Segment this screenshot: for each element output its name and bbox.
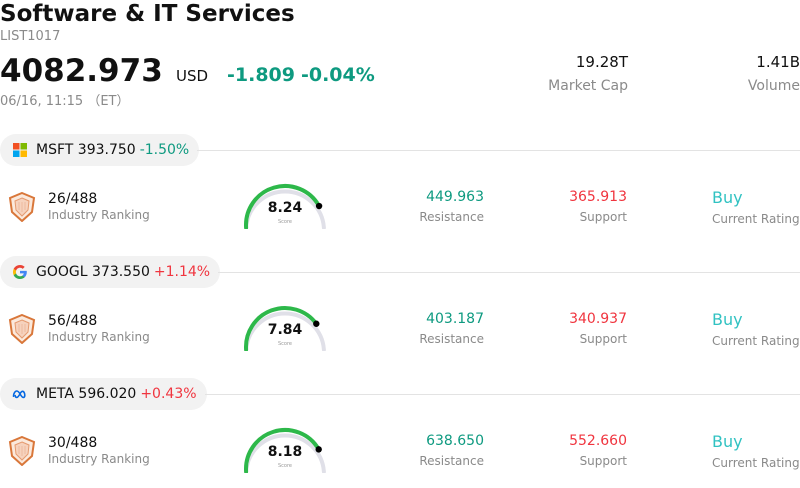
- stock-change-percent: +0.43%: [140, 386, 197, 402]
- score-label: Score: [277, 341, 292, 347]
- stock-price: 373.550: [92, 264, 150, 280]
- gauge-track: [244, 433, 326, 474]
- ticker: META: [36, 386, 74, 402]
- score-gauge: [240, 181, 330, 230]
- support-label: Support: [579, 454, 627, 468]
- support-label: Support: [579, 210, 627, 224]
- industry-rank-label: Industry Ranking: [48, 208, 150, 222]
- score-value: 7.84: [267, 322, 303, 338]
- gauge-track: [244, 189, 326, 230]
- currency-label: USD: [176, 67, 209, 85]
- resistance-value: 403.187: [426, 311, 484, 327]
- industry-rank: 30/488: [48, 435, 98, 451]
- gauge-fill: [244, 428, 321, 474]
- gauge-marker: [315, 446, 322, 453]
- microsoft-logo-icon: [12, 142, 28, 158]
- current-rating-label: Current Rating: [712, 456, 800, 470]
- row-divider: [197, 150, 800, 151]
- gauge-fill: [244, 306, 319, 352]
- stock-chip-meta[interactable]: META 596.020 +0.43%: [0, 378, 207, 410]
- resistance-label: Resistance: [419, 454, 484, 468]
- gauge-marker: [315, 202, 323, 210]
- support-value: 552.660: [569, 433, 627, 449]
- support-label: Support: [579, 332, 627, 346]
- score-value: 8.18: [267, 444, 303, 460]
- industry-rank: 56/488: [48, 313, 98, 329]
- current-rating[interactable]: Buy: [712, 432, 743, 451]
- industry-rank-label: Industry Ranking: [48, 330, 150, 344]
- change-value: -1.809: [227, 64, 295, 86]
- google-logo-icon: [12, 264, 28, 280]
- market-cap-value: 19.28T: [575, 53, 628, 71]
- ranking-badge-icon: [8, 191, 36, 223]
- score-value: 8.24: [267, 200, 303, 216]
- change-percent: -0.04%: [300, 64, 375, 86]
- index-code: LIST1017: [0, 29, 61, 44]
- resistance-value: 638.650: [426, 433, 484, 449]
- gauge-fill: [244, 184, 322, 230]
- gauge-marker: [313, 320, 320, 327]
- market-cap-label: Market Cap: [548, 78, 628, 94]
- support-value: 340.937: [569, 311, 627, 327]
- support-value: 365.913: [569, 189, 627, 205]
- volume-value: 1.41B: [756, 53, 800, 71]
- timestamp: 06/16, 11:15 （ET）: [0, 94, 130, 109]
- ticker: GOOGL: [36, 264, 88, 280]
- stock-change-percent: -1.50%: [139, 142, 190, 158]
- industry-rank: 26/488: [48, 191, 98, 207]
- score-label: Score: [277, 463, 292, 469]
- resistance-value: 449.963: [426, 189, 484, 205]
- current-rating-label: Current Rating: [712, 334, 800, 348]
- row-divider: [218, 272, 800, 273]
- meta-logo-icon: [12, 386, 28, 402]
- gauge-track: [244, 311, 326, 352]
- ticker: MSFT: [36, 142, 74, 158]
- index-price: 4082.973: [0, 53, 163, 89]
- ranking-badge-icon: [8, 313, 36, 345]
- score-gauge: [240, 425, 330, 474]
- stock-chip-msft[interactable]: MSFT 393.750 -1.50%: [0, 134, 200, 166]
- current-rating[interactable]: Buy: [712, 310, 743, 329]
- stock-price: 596.020: [78, 386, 137, 402]
- index-change: -1.809 -0.04%: [227, 64, 381, 86]
- industry-rank-label: Industry Ranking: [48, 452, 150, 466]
- score-label: Score: [277, 219, 292, 225]
- row-divider: [205, 394, 800, 395]
- ranking-badge-icon: [8, 435, 36, 467]
- stock-chip-googl[interactable]: GOOGL 373.550 +1.14%: [0, 256, 221, 288]
- resistance-label: Resistance: [419, 332, 484, 346]
- score-gauge: [240, 303, 330, 352]
- stock-change-percent: +1.14%: [153, 264, 211, 280]
- current-rating[interactable]: Buy: [712, 188, 743, 207]
- resistance-label: Resistance: [419, 210, 484, 224]
- current-rating-label: Current Rating: [712, 212, 800, 226]
- stock-price: 393.750: [77, 142, 136, 158]
- page-title: Software & IT Services: [0, 1, 295, 27]
- volume-label: Volume: [747, 78, 800, 94]
